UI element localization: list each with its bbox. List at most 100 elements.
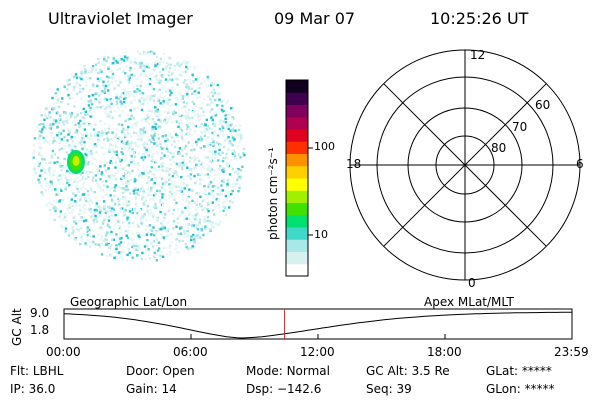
uv-pixel	[196, 227, 200, 231]
uv-pixel	[89, 110, 92, 114]
uv-pixel	[137, 234, 140, 237]
uv-pixel	[187, 85, 190, 89]
uv-pixel	[84, 242, 87, 245]
uv-pixel	[142, 202, 145, 206]
uv-pixel	[142, 153, 145, 157]
uv-pixel	[145, 181, 149, 185]
uv-pixel	[88, 70, 91, 73]
uv-pixel	[175, 243, 178, 247]
uv-pixel	[162, 60, 165, 64]
uv-pixel	[75, 227, 79, 231]
uv-pixel	[165, 147, 169, 151]
uv-pixel	[171, 174, 174, 178]
uv-pixel	[81, 171, 84, 175]
uv-pixel	[179, 113, 182, 117]
uv-pixel	[203, 215, 206, 219]
uv-pixel	[102, 239, 105, 243]
uv-pixel	[202, 148, 206, 151]
uv-pixel	[48, 173, 52, 177]
uv-pixel	[124, 134, 127, 137]
uv-pixel	[199, 180, 202, 183]
uv-pixel	[126, 180, 130, 183]
uv-pixel	[162, 146, 166, 150]
uv-pixel	[164, 134, 167, 137]
uv-pixel	[98, 245, 102, 248]
uv-pixel	[218, 145, 222, 148]
uv-pixel	[59, 210, 63, 213]
uv-pixel	[111, 209, 114, 213]
uv-pixel	[138, 232, 141, 235]
uv-pixel	[110, 244, 113, 247]
uv-pixel	[119, 231, 122, 234]
uv-pixel	[90, 103, 94, 106]
uv-pixel	[161, 224, 164, 227]
uv-pixel	[183, 229, 186, 233]
uv-pixel	[134, 196, 138, 199]
uv-pixel	[208, 150, 211, 153]
uv-pixel	[141, 217, 145, 221]
uv-pixel	[151, 139, 154, 142]
uv-pixel	[123, 166, 126, 169]
uv-pixel	[152, 233, 156, 237]
uv-pixel	[101, 131, 104, 134]
uv-pixel	[133, 67, 137, 70]
uv-pixel	[81, 193, 85, 196]
uv-pixel	[149, 190, 152, 193]
uv-pixel	[216, 96, 219, 100]
uv-pixel	[115, 244, 118, 247]
uv-pixel	[140, 156, 144, 159]
uv-pixel	[88, 234, 91, 238]
uv-pixel	[209, 181, 213, 184]
uv-pixel	[107, 246, 110, 249]
uv-pixel	[219, 190, 222, 193]
colorbar-segment	[286, 190, 308, 203]
uv-pixel	[134, 163, 138, 166]
uv-pixel	[209, 92, 212, 95]
uv-pixel	[112, 208, 116, 212]
uv-pixel	[97, 215, 100, 219]
uv-pixel	[146, 238, 149, 242]
uv-pixel	[147, 247, 150, 251]
uv-pixel	[144, 74, 147, 77]
uv-pixel	[187, 217, 191, 221]
uv-pixel	[93, 99, 97, 103]
uv-pixel	[194, 158, 197, 161]
uv-pixel	[122, 139, 126, 142]
uv-pixel	[149, 186, 153, 190]
status-value: 39	[396, 382, 412, 396]
uv-pixel	[173, 120, 177, 124]
colorbar-segment	[286, 239, 308, 252]
uv-pixel	[103, 87, 107, 90]
status-key: Dsp:	[246, 382, 277, 396]
uv-pixel	[78, 84, 82, 87]
uv-pixel	[114, 223, 118, 226]
uv-pixel	[178, 239, 181, 243]
uv-pixel	[68, 83, 71, 86]
uv-pixel	[171, 212, 175, 216]
uv-pixel	[146, 204, 150, 208]
uv-pixel	[129, 207, 132, 211]
uv-pixel	[149, 73, 153, 76]
uv-pixel	[47, 114, 51, 117]
uv-pixel	[83, 204, 87, 207]
uv-pixel	[205, 128, 208, 131]
uv-pixel	[200, 123, 203, 126]
uv-pixel	[74, 178, 78, 181]
uv-pixel	[144, 119, 148, 123]
uv-pixel	[89, 115, 92, 118]
uv-pixel	[133, 95, 136, 98]
uv-pixel	[163, 188, 166, 191]
uv-pixel	[107, 65, 110, 69]
uv-pixel	[222, 181, 226, 184]
uv-pixel	[120, 158, 124, 162]
uv-pixel	[55, 201, 59, 204]
uv-pixel	[32, 144, 36, 147]
uv-pixel	[74, 238, 77, 241]
uv-pixel	[107, 113, 111, 116]
uv-pixel	[204, 130, 207, 133]
uv-pixel	[156, 79, 160, 83]
uv-pixel	[224, 156, 228, 160]
uv-pixel	[53, 205, 57, 209]
uv-pixel	[48, 161, 51, 165]
uv-pixel	[217, 103, 220, 106]
